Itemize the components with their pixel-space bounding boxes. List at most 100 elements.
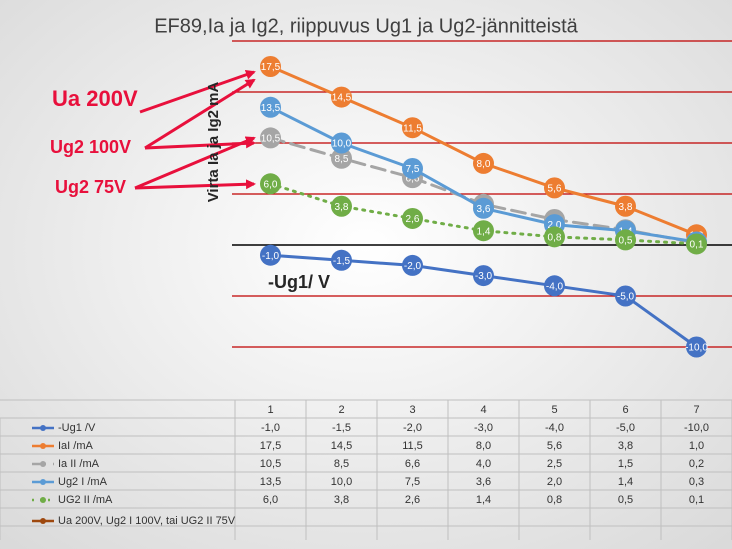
table-cell: 1,4: [476, 494, 491, 506]
data-point: [260, 244, 281, 266]
table-cell: 0,8: [547, 494, 562, 506]
x-tick-label: 7: [693, 404, 699, 416]
table-cell: 2,0: [547, 476, 562, 488]
data-point: [331, 249, 352, 271]
data-point: [402, 254, 423, 276]
data-label: 5,6: [548, 184, 562, 195]
data-point: [260, 96, 281, 118]
data-point: [615, 229, 636, 251]
data-point: [544, 275, 565, 297]
table-cell: -5,0: [616, 422, 635, 434]
x-tick-label: 2: [338, 404, 344, 416]
data-point: [686, 336, 707, 358]
x-tick-label: 6: [622, 404, 628, 416]
table-cell: 0,3: [689, 476, 704, 488]
table-cell: 1,5: [618, 458, 633, 470]
table-cell: 2,5: [547, 458, 562, 470]
annotation: Ug2 75V: [55, 177, 126, 197]
table-cell: 5,6: [547, 440, 562, 452]
data-point: [544, 177, 565, 199]
data-point: [402, 207, 423, 229]
data-label: 2,0: [548, 220, 562, 231]
x-tick-label: 5: [551, 404, 557, 416]
data-label: 0,8: [548, 232, 562, 243]
arrows: [134, 69, 256, 190]
data-point: [402, 117, 423, 139]
data-point: [331, 147, 352, 169]
data-label: -10,0: [685, 343, 708, 354]
data-label: 7,5: [406, 164, 420, 175]
table-cell: 1,4: [618, 476, 633, 488]
table-cell: 14,5: [331, 440, 352, 452]
table-cell: -1,0: [261, 422, 280, 434]
table-cell: 3,6: [476, 476, 491, 488]
table-cell: 6,0: [263, 494, 278, 506]
legend-marker: [40, 461, 46, 467]
data-label: 11,5: [403, 123, 422, 134]
data-point: [544, 226, 565, 248]
annotation: Ug2 100V: [50, 137, 131, 157]
x-tick-label: 4: [480, 404, 486, 416]
data-point: [402, 158, 423, 179]
table-cell: -4,0: [545, 422, 564, 434]
legend-marker: [40, 497, 46, 503]
table-cell: 10,5: [260, 458, 281, 470]
data-label: 10,5: [261, 134, 281, 145]
data-label: 8,5: [335, 154, 349, 165]
legend-marker: [40, 479, 46, 485]
table-cell: 17,5: [260, 440, 281, 452]
data-label: 6,0: [264, 179, 278, 190]
data-label: 3,6: [477, 204, 491, 215]
legend-entry: Ia II /mA: [58, 458, 100, 470]
data-point: [331, 132, 352, 154]
legend-marker: [40, 425, 46, 431]
data-label: -1,0: [262, 251, 280, 262]
table-cell: 8,5: [334, 458, 349, 470]
data-label: 0,5: [619, 236, 633, 247]
data-label: 14,5: [332, 93, 352, 104]
data-label: 10,0: [332, 139, 352, 150]
legend-entry: UG2 II /mA: [58, 494, 113, 506]
data-point: [615, 195, 636, 217]
data-label: -5,0: [617, 292, 635, 303]
y-axis-title: Virta Ia ja Ig2 mA: [205, 82, 222, 203]
table-cell: 1,0: [689, 440, 704, 452]
x-tick-label: 3: [409, 404, 415, 416]
data-point: [473, 197, 494, 219]
table-cell: 11,5: [402, 440, 423, 452]
data-label: -4,0: [546, 281, 564, 292]
data-label: 13,5: [261, 103, 281, 114]
table-cell: 6,6: [405, 458, 420, 470]
table-cell: 13,5: [260, 476, 281, 488]
data-label: 0,1: [690, 240, 704, 251]
table-cell: -10,0: [684, 422, 709, 434]
chart-title: EF89,Ia ja Ig2, riippuvus Ug1 ja Ug2-jän…: [154, 15, 578, 37]
table-cell: 0,5: [618, 494, 633, 506]
table-cell: -1,5: [332, 422, 351, 434]
table-cell: 3,8: [334, 494, 349, 506]
legend-entry: IaI /mA: [58, 440, 94, 452]
data-label: 1,4: [477, 226, 491, 237]
annotation: -Ug1/ V: [268, 272, 330, 292]
data-label: 3,8: [335, 202, 349, 213]
data-point: [260, 56, 281, 77]
legend-entry: -Ug1 /V: [58, 422, 96, 434]
data-point: [473, 220, 494, 242]
data-label: -2,0: [404, 261, 422, 272]
data-label: 17,5: [261, 62, 281, 73]
table-cell: 0,1: [689, 494, 704, 506]
data-label: -1,5: [333, 256, 351, 267]
data-point: [615, 285, 636, 307]
legend-entry: Ua 200V, Ug2 I 100V, tai UG2 II 75V: [58, 515, 236, 527]
data-label: 2,6: [406, 214, 420, 225]
data-point: [473, 152, 494, 174]
table-cell: 3,8: [618, 440, 633, 452]
data-point: [260, 127, 281, 149]
data-point: [686, 233, 707, 255]
annotation: Ua 200V: [52, 86, 138, 111]
table-cell: 8,0: [476, 440, 491, 452]
table-cell: 10,0: [331, 476, 352, 488]
legend-marker: [40, 443, 46, 449]
data-point: [331, 86, 352, 108]
